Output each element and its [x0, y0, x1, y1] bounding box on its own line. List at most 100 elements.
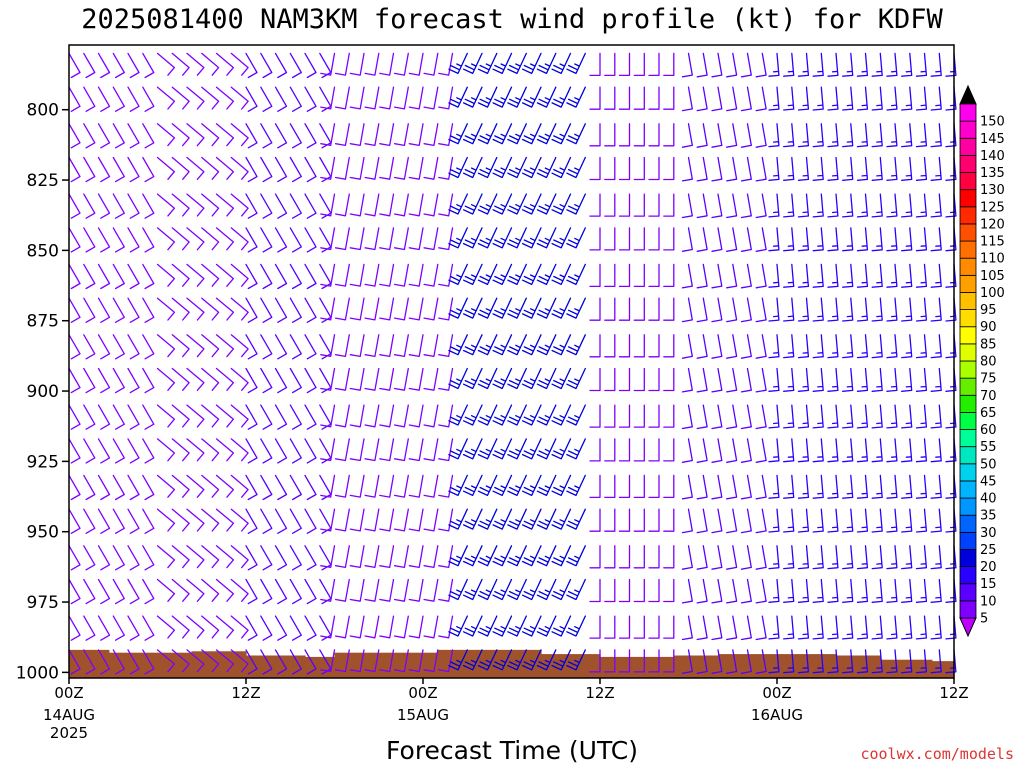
wind-barb [633, 123, 645, 147]
wind-barb [230, 649, 249, 673]
wind-barb [186, 123, 205, 147]
wind-barb [393, 227, 409, 251]
wind-barb [408, 438, 424, 462]
wind-barb [201, 297, 220, 321]
wind-barb [462, 193, 483, 215]
wind-barb [827, 404, 839, 429]
wind-barb [393, 615, 409, 639]
wind-barb [915, 334, 928, 359]
wind-barb [536, 438, 557, 460]
wind-barb [274, 193, 288, 219]
wind-barb [871, 193, 883, 218]
wind-barb [201, 193, 220, 217]
wind-barb [364, 297, 380, 321]
wind-barb [393, 334, 409, 358]
wind-barb [871, 156, 883, 181]
wind-barb [260, 545, 273, 571]
wind-barb [230, 263, 249, 287]
wind-barb [648, 123, 660, 147]
y-tick-label: 800 [27, 101, 59, 121]
wind-barb [681, 404, 693, 430]
wind-barb [260, 334, 273, 360]
wind-barb [783, 86, 795, 111]
wind-barb [186, 404, 205, 428]
wind-barb [797, 545, 810, 570]
wind-barb [740, 86, 752, 112]
wind-barb [448, 615, 468, 637]
wind-barb [423, 52, 439, 76]
wind-barb [127, 508, 140, 534]
wind-barb [289, 193, 302, 219]
wind-barb [215, 615, 235, 639]
colorbar-swatch [959, 514, 977, 533]
wind-barb [83, 545, 96, 571]
wind-barb [827, 474, 839, 499]
wind-barb [379, 297, 395, 321]
x-tick-label: 00Z [408, 684, 437, 702]
wind-barb [408, 334, 424, 358]
wind-barb [507, 52, 527, 75]
wind-barb [827, 193, 839, 218]
wind-barb [142, 193, 155, 219]
wind-barb [215, 156, 235, 180]
wind-barb [755, 438, 767, 463]
wind-barb [901, 227, 913, 252]
wind-barb [663, 508, 675, 532]
wind-barb [711, 474, 723, 500]
wind-barb [915, 156, 928, 181]
wind-barb [681, 156, 693, 182]
wind-barb [127, 297, 140, 323]
wind-barb [871, 545, 883, 570]
wind-barb [663, 615, 675, 639]
wind-barb [320, 263, 336, 287]
wind-barb [696, 263, 708, 289]
wind-barb [827, 578, 839, 603]
wind-barb [886, 508, 898, 533]
wind-barb [423, 508, 439, 532]
wind-barb [438, 263, 454, 287]
wind-barb [334, 156, 350, 180]
wind-barb [726, 156, 738, 182]
wind-barb [901, 367, 913, 392]
wind-barb [696, 649, 708, 674]
wind-barb [827, 508, 839, 533]
wind-barb [768, 438, 780, 463]
wind-barb [755, 123, 767, 148]
wind-barb [797, 297, 810, 322]
wind-barb [507, 334, 527, 356]
wind-barb [856, 615, 869, 640]
wind-barb [304, 438, 317, 464]
wind-barb [245, 649, 258, 675]
wind-barb [379, 438, 395, 462]
wind-barb [462, 404, 483, 426]
wind-barb [423, 334, 439, 358]
wind-barb [521, 193, 542, 215]
colorbar-tick-label: 150 [980, 115, 1005, 130]
colorbar-tick-label: 125 [980, 200, 1005, 215]
wind-barb [812, 52, 824, 77]
wind-barb [127, 367, 140, 394]
wind-barb [827, 545, 839, 570]
wind-barb [408, 52, 424, 76]
wind-barb [245, 227, 258, 253]
wind-barb [462, 367, 483, 390]
wind-barb [462, 615, 483, 637]
wind-barb [886, 474, 898, 499]
wind-barb [521, 545, 542, 567]
wind-barb [915, 123, 928, 148]
wind-barb [681, 649, 693, 674]
wind-barb [930, 404, 942, 429]
wind-barb [438, 438, 454, 462]
wind-barb [755, 193, 767, 219]
wind-barb [871, 615, 883, 640]
wind-barb [740, 123, 752, 148]
wind-barb [740, 297, 752, 323]
wind-barb [681, 474, 693, 500]
wind-barb [201, 156, 220, 180]
wind-barb [871, 52, 883, 77]
wind-barb [566, 52, 586, 75]
wind-barb [663, 193, 675, 217]
wind-barb [589, 649, 601, 673]
wind-barb [408, 86, 424, 110]
colorbar-tick-label: 25 [980, 543, 997, 558]
